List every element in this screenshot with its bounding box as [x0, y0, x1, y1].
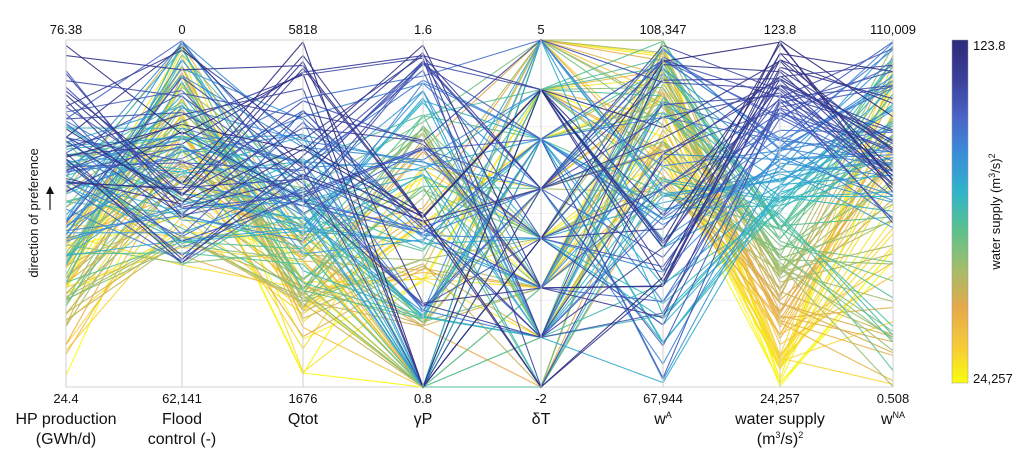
solution-line-143: [65, 84, 894, 289]
solution-line-123: [65, 113, 894, 303]
solution-line-106: [65, 40, 894, 289]
direction-of-preference-label: direction of preference: [26, 148, 41, 277]
axis-bottom-label-7: 0.508: [877, 391, 910, 406]
solution-line-150: [65, 60, 894, 319]
axis-name-0: HP production: [15, 411, 116, 428]
solution-line-125: [65, 69, 894, 339]
solution-line-128: [65, 108, 894, 308]
direction-of-preference: direction of preference: [26, 148, 54, 278]
axis-bottom-label-5: 67,944: [643, 391, 683, 406]
axis-top-label-4: 5: [537, 22, 544, 37]
solution-lines: [65, 38, 894, 389]
axis-name-2: Qtot: [288, 411, 319, 428]
solution-line-151: [65, 66, 894, 388]
solution-line-33: [65, 39, 894, 314]
axis-top-label-3: 1.6: [414, 22, 432, 37]
solution-line-54: [65, 39, 894, 387]
solution-line-147: [65, 64, 894, 339]
solution-line-149: [65, 51, 894, 339]
solution-line-124: [65, 59, 894, 216]
solution-line-156: [65, 44, 894, 289]
axis-top-label-0: 76.38: [50, 22, 83, 37]
axis-top-label-6: 123.8: [764, 22, 797, 37]
axis-name-5: wA: [653, 410, 672, 428]
axis-labels: 76.38 24.4 HP production (GWh/d) 0 62,141 Floo…: [15, 22, 916, 448]
axis-bottom-label-0: 24.4: [53, 391, 78, 406]
axis-top-label-7: 110,009: [870, 22, 916, 37]
axis-name-7: wNA: [880, 410, 905, 428]
solution-line-120: [65, 120, 894, 234]
solution-line-59: [65, 81, 894, 340]
solution-line-131: [65, 70, 894, 338]
solution-line-117: [65, 58, 894, 312]
solution-line-7: [65, 77, 894, 371]
solution-line-92: [65, 124, 894, 316]
colorbar-bottom-label: 24,257: [973, 371, 1013, 386]
solution-line-148: [65, 75, 894, 339]
solution-line-140: [65, 39, 894, 196]
axis-top-label-2: 5818: [289, 22, 318, 37]
solution-line-135: [65, 62, 894, 256]
preference-arrow-head-icon: [46, 186, 54, 194]
solution-line-157: [65, 43, 894, 389]
solution-line-90: [65, 156, 894, 320]
axis-bottom-label-3: 0.8: [414, 391, 432, 406]
axis-name-3: γP: [414, 411, 433, 428]
solution-line-132: [65, 63, 894, 380]
axis-name-1: Flood: [162, 411, 202, 428]
axis-name-6: water supply: [734, 411, 825, 428]
solution-line-155: [65, 45, 894, 249]
axis-top-label-1: 0: [178, 22, 185, 37]
solution-line-115: [65, 42, 894, 242]
solution-line-95: [65, 102, 894, 289]
colorbar-title: water supply (m3/s)2: [987, 153, 1003, 270]
axis-bottom-label-6: 24,257: [760, 391, 800, 406]
solution-line-139: [65, 44, 894, 389]
axis-top-label-5: 108,347: [640, 22, 687, 37]
solution-line-159: [65, 39, 894, 388]
axis-name-line2-0: (GWh/d): [36, 431, 96, 448]
colorbar-gradient: [951, 39, 969, 384]
solution-line-158: [65, 40, 894, 389]
axis-bottom-label-2: 1676: [289, 391, 318, 406]
solution-line-126: [65, 112, 894, 289]
solution-line-133: [65, 86, 894, 326]
solution-line-109: [65, 154, 894, 273]
solution-line-121: [65, 39, 894, 188]
solution-line-36: [65, 74, 894, 354]
colorbar-top-label: 123.8: [973, 38, 1006, 53]
solution-line-118: [65, 100, 894, 339]
colorbar: 123.8 24,257 water supply (m3/s)2: [951, 38, 1013, 386]
axis-bottom-label-4: -2: [535, 391, 547, 406]
axis-name-4: δT: [532, 411, 551, 428]
axis-name-line2-1: control (-): [148, 431, 216, 448]
axes: [65, 40, 894, 387]
axis-name-line2-6: (m3/s)2: [757, 430, 803, 448]
axis-bottom-label-1: 62,141: [162, 391, 202, 406]
